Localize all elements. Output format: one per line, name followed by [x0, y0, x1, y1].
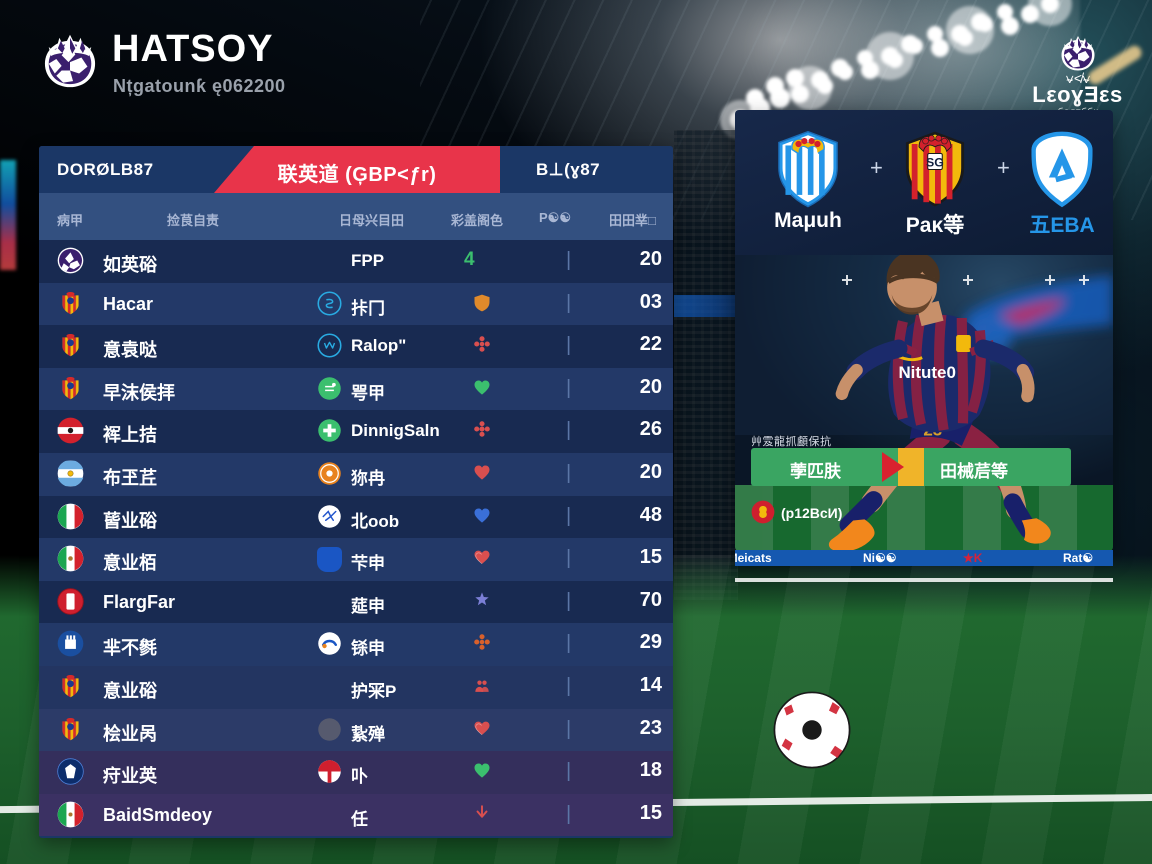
svg-text:Ni☯☯: Ni☯☯	[863, 551, 897, 565]
svg-text:★K: ★K	[963, 551, 983, 565]
svg-text:SG: SG	[926, 156, 944, 170]
svg-text:Rat☯: Rat☯	[1063, 551, 1093, 565]
svg-text:Nitute0: Nitute0	[898, 363, 955, 382]
svg-text:Иeicats: Иeicats	[735, 551, 772, 565]
